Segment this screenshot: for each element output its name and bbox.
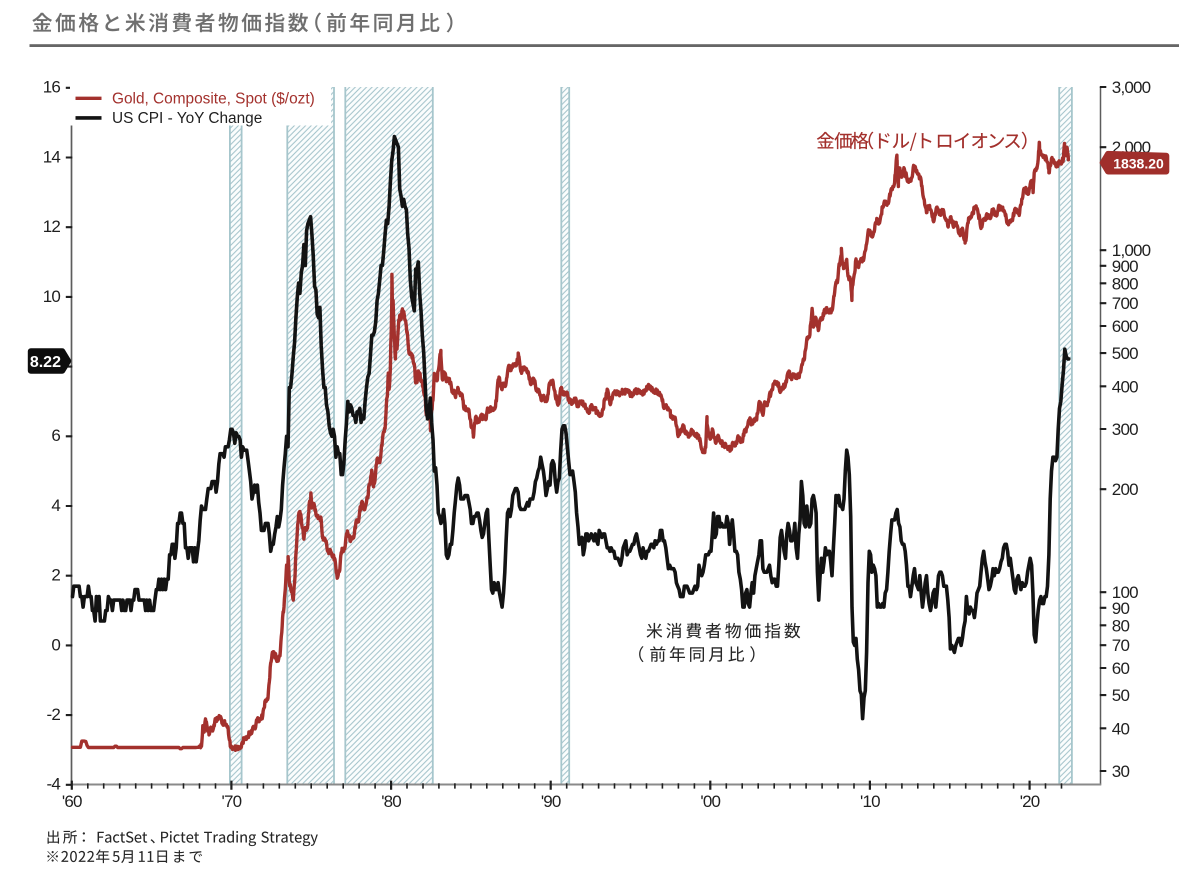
svg-text:16: 16	[43, 78, 61, 97]
svg-text:1,000: 1,000	[1112, 241, 1151, 260]
svg-text:800: 800	[1112, 274, 1138, 293]
svg-text:US CPI - YoY Change: US CPI - YoY Change	[112, 110, 262, 127]
svg-text:Gold, Composite, Spot ($/ozt): Gold, Composite, Spot ($/ozt)	[112, 91, 315, 108]
svg-text:700: 700	[1112, 294, 1138, 313]
svg-text:-4: -4	[46, 775, 60, 794]
svg-text:8.22: 8.22	[30, 354, 61, 371]
svg-text:500: 500	[1112, 344, 1138, 363]
svg-text:600: 600	[1112, 317, 1138, 336]
svg-text:'00: '00	[700, 792, 720, 811]
svg-text:50: 50	[1112, 686, 1130, 705]
svg-text:12: 12	[43, 217, 61, 236]
svg-text:10: 10	[43, 287, 61, 306]
svg-text:0: 0	[51, 635, 60, 654]
svg-text:'20: '20	[1020, 792, 1040, 811]
svg-text:4: 4	[51, 496, 60, 515]
svg-text:6: 6	[51, 426, 60, 445]
svg-text:60: 60	[1112, 659, 1130, 678]
svg-text:40: 40	[1112, 719, 1130, 738]
svg-text:'10: '10	[860, 792, 880, 811]
svg-text:900: 900	[1112, 257, 1138, 276]
svg-text:1838.20: 1838.20	[1113, 156, 1164, 172]
svg-text:2: 2	[51, 566, 60, 585]
svg-text:400: 400	[1112, 377, 1138, 396]
svg-text:3,000: 3,000	[1112, 78, 1151, 97]
svg-text:90: 90	[1112, 599, 1130, 618]
svg-text:'80: '80	[381, 792, 401, 811]
svg-text:14: 14	[43, 147, 61, 166]
svg-text:70: 70	[1112, 636, 1130, 655]
svg-text:'70: '70	[222, 792, 242, 811]
svg-text:300: 300	[1112, 420, 1138, 439]
svg-text:'90: '90	[541, 792, 561, 811]
svg-text:'60: '60	[62, 792, 82, 811]
svg-text:200: 200	[1112, 480, 1138, 499]
svg-text:100: 100	[1112, 583, 1138, 602]
svg-text:-2: -2	[46, 705, 60, 724]
svg-text:80: 80	[1112, 616, 1130, 635]
svg-text:30: 30	[1112, 762, 1130, 781]
